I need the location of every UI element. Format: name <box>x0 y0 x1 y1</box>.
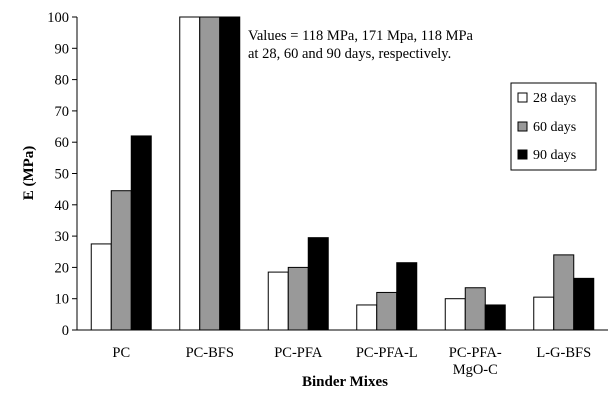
legend-label-90-days: 90 days <box>533 148 576 163</box>
x-category-label: PC-BFS <box>186 345 234 361</box>
bar-60-days-4 <box>464 287 486 331</box>
legend-swatch-60-days <box>517 121 528 132</box>
bar-60-days-2 <box>287 266 309 331</box>
x-category-label: PC-PFA-L <box>356 345 418 361</box>
bar-90-days-3 <box>396 262 418 331</box>
legend-label-60-days: 60 days <box>533 120 576 135</box>
y-ticks: 0 10 20 30 40 50 60 70 80 90 100 <box>47 10 77 339</box>
y-tick-label: 90 <box>55 41 70 57</box>
x-category-label: PC-PFA-MgO-C <box>449 345 502 378</box>
bar-90-days-2 <box>307 237 329 331</box>
bar-60-days-0 <box>110 190 132 331</box>
legend-swatch-28-days <box>517 92 528 103</box>
y-tick-label: 50 <box>55 167 70 183</box>
x-category-labels: PC PC-BFS PC-PFA PC-PFA-L PC-PFA-MgO-C L-G-BF… <box>112 345 591 378</box>
bar-28-days-1 <box>179 16 201 331</box>
y-tick-label: 70 <box>55 104 70 120</box>
bar-90-days-1 <box>219 16 241 331</box>
y-tick-label: 0 <box>62 323 69 339</box>
axes-layer <box>76 17 608 331</box>
bar-90-days-5 <box>573 277 595 331</box>
bar-60-days-1 <box>199 16 221 331</box>
y-tick-label: 10 <box>55 292 70 308</box>
y-tick-label: 100 <box>47 10 69 26</box>
x-category-label: PC-PFA <box>274 345 323 361</box>
bar-28-days-0 <box>90 243 112 331</box>
legend-swatch-90-days <box>517 149 528 160</box>
y-tick-label: 30 <box>55 229 70 245</box>
bar-28-days-4 <box>444 298 466 331</box>
bar-28-days-5 <box>533 296 555 331</box>
y-tick-label: 20 <box>55 260 70 276</box>
bar-28-days-2 <box>267 271 289 331</box>
bars-layer <box>90 16 595 331</box>
y-axis-title: E (MPa) <box>21 146 37 201</box>
bar-90-days-4 <box>484 304 506 331</box>
y-tick-label: 60 <box>55 135 70 151</box>
x-axis-title: Binder Mixes <box>302 374 388 390</box>
y-tick-label: 40 <box>55 198 70 214</box>
x-category-label: PC <box>112 345 130 361</box>
annotation-line-1: Values = 118 MPa, 171 Mpa, 118 MPa <box>248 28 474 44</box>
legend-label-28-days: 28 days <box>533 91 576 106</box>
y-tick-label: 80 <box>55 73 70 89</box>
x-category-label: L-G-BFS <box>536 345 591 361</box>
annotation-line-2: at 28, 60 and 90 days, respectively. <box>248 46 451 62</box>
bar-90-days-0 <box>130 135 152 331</box>
bar-60-days-5 <box>553 254 575 331</box>
legend: 28 days 60 days 90 days <box>510 82 597 171</box>
bar-60-days-3 <box>376 291 398 331</box>
bar-28-days-3 <box>356 304 378 331</box>
